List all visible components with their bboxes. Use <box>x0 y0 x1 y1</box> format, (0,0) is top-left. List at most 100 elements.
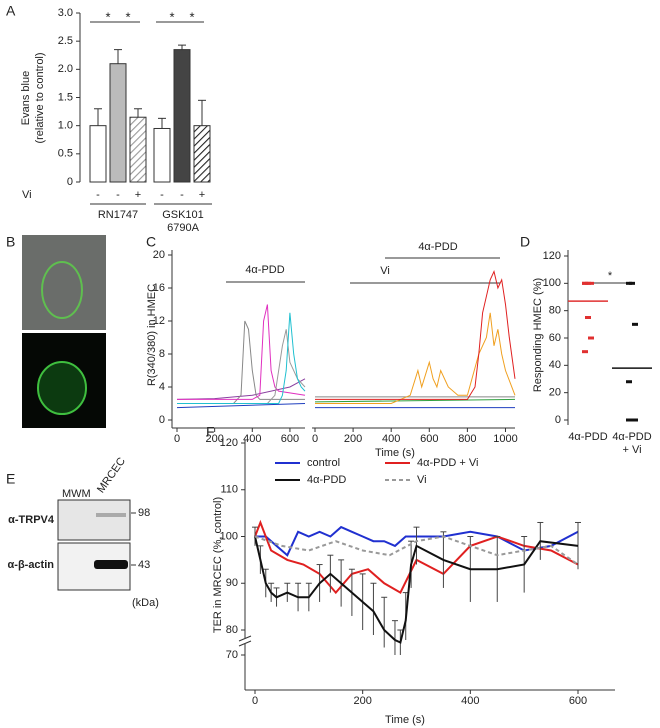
axis-break <box>238 640 252 647</box>
unit-label: (kDa) <box>132 597 159 609</box>
x-tick-label: 200 <box>353 695 371 707</box>
y-tick-label: 1.5 <box>58 91 73 103</box>
series-line <box>314 398 516 403</box>
y-tick-label: 70 <box>226 649 238 661</box>
point <box>632 322 638 326</box>
y-tick-label: 60 <box>549 332 561 344</box>
x-tick-label: 0 <box>252 695 258 707</box>
x-tick-label: 4α-PDD <box>568 431 608 443</box>
point <box>582 350 588 354</box>
x-tick-label: + <box>135 189 141 201</box>
y-axis-label: Responding HMEC (%) <box>532 278 544 392</box>
series-line <box>177 304 306 400</box>
annotation: 4α-PDD <box>418 241 457 253</box>
panel-label: C <box>146 234 156 250</box>
y-tick-label: 4 <box>159 381 165 393</box>
annotation: * <box>105 9 110 24</box>
marker-label: 98 <box>138 507 150 519</box>
x-tick-label: 200 <box>344 433 362 445</box>
x-tick-label: + <box>199 189 205 201</box>
cell <box>37 361 87 415</box>
y-axis-label: R(340/380) in HMEC <box>146 284 158 386</box>
y-tick-label: 120 <box>220 437 238 449</box>
legend-label: 4α-PDD <box>307 474 346 486</box>
series-line <box>254 535 579 566</box>
point <box>626 380 632 384</box>
y-tick-label: 40 <box>549 359 561 371</box>
y-tick-label: 2.0 <box>58 63 73 75</box>
x-axis-label: Time (s) <box>385 714 425 726</box>
x-tick-label: 0 <box>174 433 180 445</box>
series-line <box>177 329 306 404</box>
x-tick-label: 1000 <box>493 433 517 445</box>
axis-break <box>239 638 251 644</box>
x-tick-label: - <box>116 189 120 201</box>
series-line <box>177 320 305 404</box>
x-tick-label: - <box>160 189 164 201</box>
group-label: 6790A <box>167 222 199 234</box>
x-tick-label: 600 <box>420 433 438 445</box>
series-line <box>254 519 579 595</box>
y-tick-label: 1.0 <box>58 120 73 132</box>
panel-label: D <box>520 234 530 250</box>
series-line <box>176 403 306 409</box>
panel-label: B <box>6 234 15 250</box>
annotation: * <box>189 9 194 24</box>
series-line <box>315 312 516 404</box>
x-axis-label: Time (s) <box>375 447 415 459</box>
y-tick-label: 2.5 <box>58 35 73 47</box>
legend-label: control <box>307 457 340 469</box>
micrograph <box>22 235 106 330</box>
row-label: α-TRPV4 <box>8 514 55 526</box>
y-tick-label: 3.0 <box>58 7 73 19</box>
series-line <box>255 525 579 557</box>
x-tick-label: - <box>180 189 184 201</box>
y-tick-label: 0 <box>67 176 73 188</box>
y-axis-label: (relative to control) <box>34 52 46 143</box>
bar <box>193 125 211 183</box>
y-tick-label: 8 <box>159 348 165 360</box>
axis-break <box>238 635 252 642</box>
group-label: GSK101 <box>162 209 204 221</box>
y-tick-label: 110 <box>220 484 238 496</box>
band <box>96 513 126 517</box>
annotation: 4α-PDD <box>245 264 284 276</box>
point <box>629 281 635 285</box>
y-tick-label: 100 <box>543 277 561 289</box>
point <box>582 281 588 285</box>
y-tick-label: 100 <box>220 530 238 542</box>
y-tick-label: 120 <box>543 250 561 262</box>
x-tick-label: 400 <box>243 433 261 445</box>
x-tick-label: 400 <box>461 695 479 707</box>
x-tick-label: 200 <box>205 433 223 445</box>
bar <box>109 63 127 183</box>
lane-label: MRCEC <box>95 455 128 495</box>
annotation: * <box>125 9 130 24</box>
series-line <box>254 536 579 644</box>
row-label: Vi <box>22 189 32 201</box>
y-tick-label: 12 <box>153 315 165 327</box>
y-axis-label: Evans blue <box>20 71 32 125</box>
bar <box>173 49 191 183</box>
y-axis-label: TER in MRCEC (%, control) <box>212 497 224 633</box>
y-tick-label: 20 <box>153 249 165 261</box>
marker-label: 43 <box>138 559 150 571</box>
band <box>94 560 128 569</box>
series-line <box>176 378 306 400</box>
y-tick-label: 80 <box>549 305 561 317</box>
y-tick-label: 16 <box>153 282 165 294</box>
group-label: RN1747 <box>98 209 138 221</box>
panel-label: F <box>206 424 215 440</box>
x-tick-label: 600 <box>281 433 299 445</box>
legend-label: 4α-PDD + Vi <box>417 457 478 469</box>
panel-label: A <box>6 3 16 19</box>
x-tick-label: 800 <box>458 433 476 445</box>
point <box>585 316 591 319</box>
panel-label: E <box>6 471 15 487</box>
annotation: * <box>608 270 613 282</box>
x-tick-label: 600 <box>569 695 587 707</box>
bar <box>153 127 171 183</box>
series-line <box>315 269 516 400</box>
x-tick-label: 0 <box>312 433 318 445</box>
